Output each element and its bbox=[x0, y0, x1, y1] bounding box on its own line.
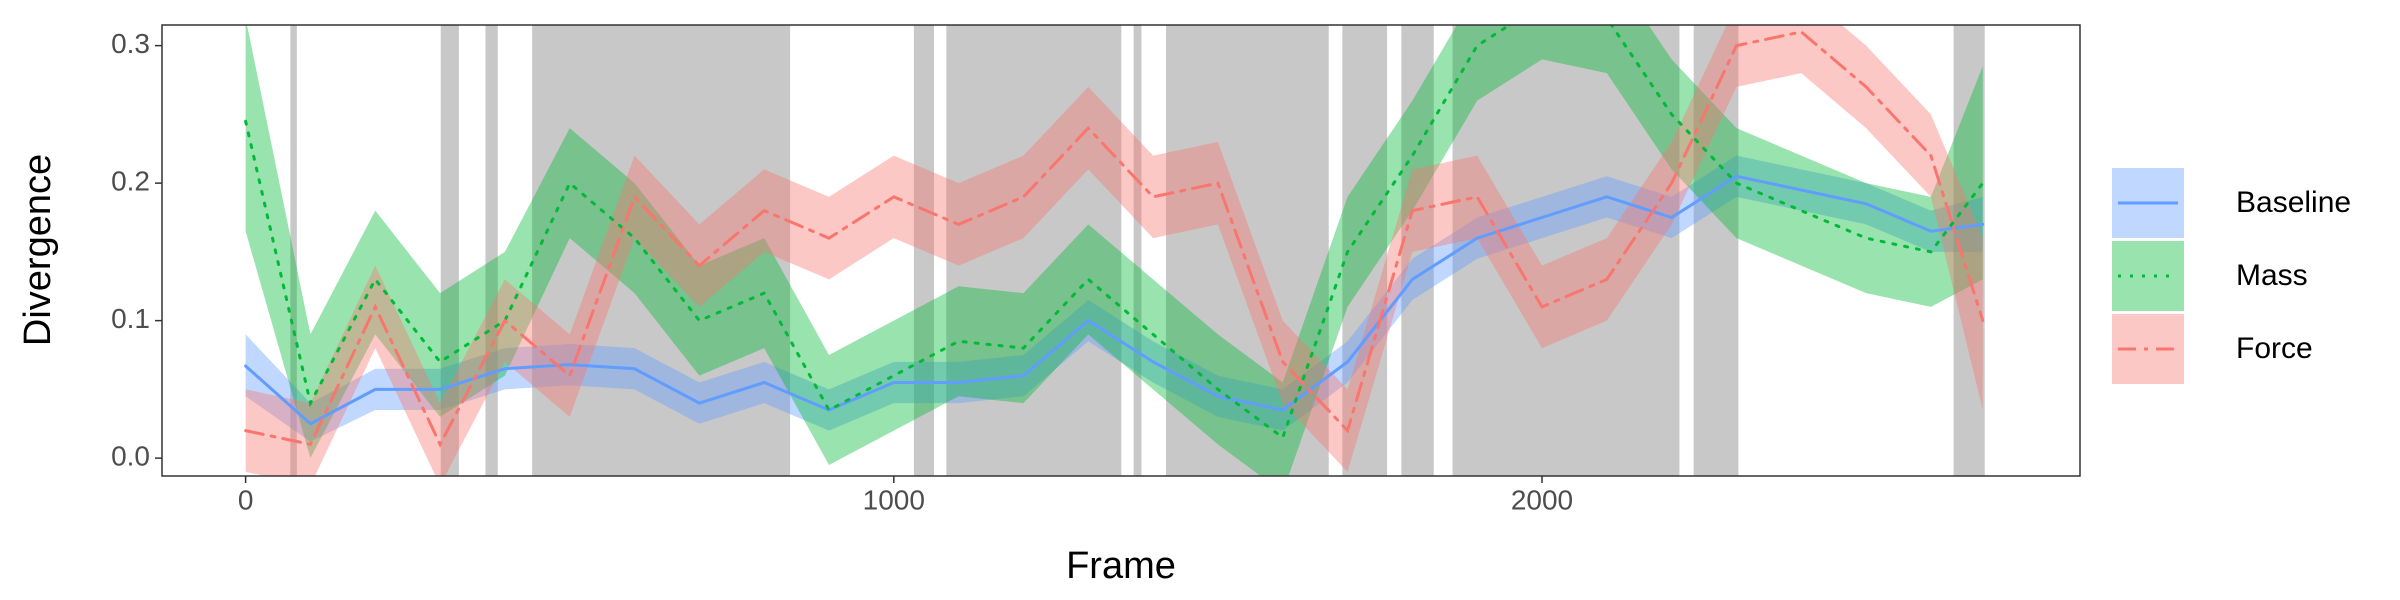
y-tick-label: 0.2 bbox=[111, 166, 150, 197]
shaded-region bbox=[1401, 25, 1434, 476]
ribbon bbox=[245, 25, 1983, 476]
y-tick-label: 0.3 bbox=[111, 28, 150, 59]
shaded-region bbox=[913, 25, 934, 476]
legend-label: Force bbox=[2236, 332, 2313, 365]
shaded-region bbox=[1133, 25, 1142, 476]
y-tick-label: 0.1 bbox=[111, 303, 150, 334]
series-line bbox=[244, 25, 1985, 440]
panel-border bbox=[161, 24, 2081, 477]
x-tick-label: 2000 bbox=[1511, 484, 1573, 515]
series-line bbox=[244, 30, 1985, 448]
x-tick-label: 0 bbox=[238, 484, 254, 515]
shaded-region bbox=[1166, 25, 1329, 476]
shaded-region bbox=[440, 25, 459, 476]
x-axis-title: Frame bbox=[1066, 545, 1176, 587]
ribbon bbox=[245, 155, 1983, 442]
shaded-region bbox=[946, 25, 1122, 476]
shaded-region bbox=[1693, 25, 1739, 476]
plot-area bbox=[244, 25, 1985, 476]
shaded-region bbox=[485, 25, 498, 476]
shaded-region bbox=[532, 25, 791, 476]
shaded-region bbox=[1342, 25, 1388, 476]
legend-key bbox=[2112, 241, 2184, 311]
legend-label: Mass bbox=[2236, 259, 2308, 292]
y-axis-title: Divergence bbox=[17, 154, 59, 346]
y-tick-label: 0.0 bbox=[111, 441, 150, 472]
shaded-region bbox=[290, 25, 297, 476]
shaded-region bbox=[1953, 25, 1985, 476]
shaded-region bbox=[1452, 25, 1680, 476]
ribbon bbox=[245, 25, 1983, 476]
series-line bbox=[244, 174, 1985, 426]
x-tick-label: 1000 bbox=[863, 484, 925, 515]
legend-label: Baseline bbox=[2236, 186, 2351, 219]
